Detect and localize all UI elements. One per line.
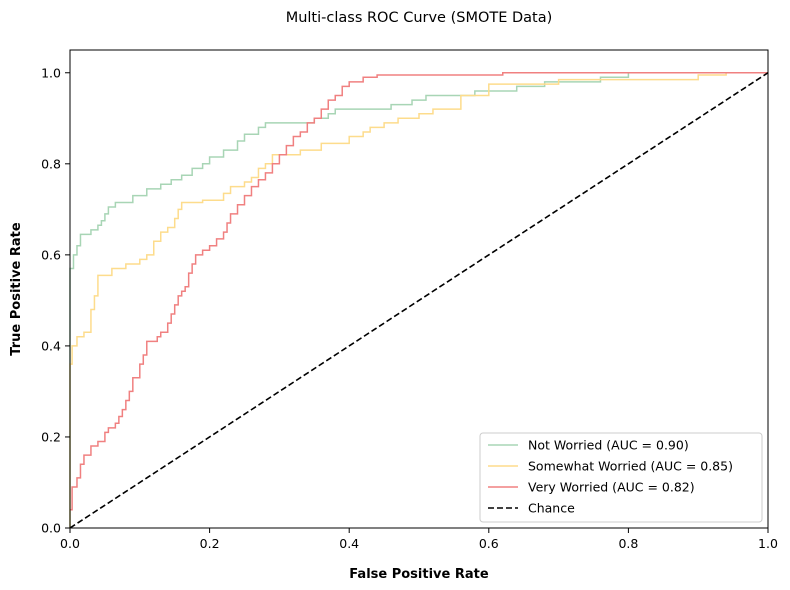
legend-label-3: Chance xyxy=(528,501,575,516)
series-line-1 xyxy=(69,72,768,528)
chart-title: Multi-class ROC Curve (SMOTE Data) xyxy=(286,10,553,26)
legend-label-1: Somewhat Worried (AUC = 0.85) xyxy=(528,459,733,474)
plot-area xyxy=(69,49,769,529)
y-tick-label: 0.8 xyxy=(41,156,61,171)
y-tick-label: 0.6 xyxy=(41,247,61,262)
x-tick-label: 0.4 xyxy=(339,536,359,551)
series-line-0 xyxy=(69,72,768,528)
legend-box xyxy=(479,432,763,523)
legend-label-0: Not Worried (AUC = 0.90) xyxy=(528,438,689,453)
series-line-3 xyxy=(69,72,769,529)
x-tick-label: 0.6 xyxy=(479,536,499,551)
x-tick-label: 0.0 xyxy=(60,536,80,551)
series-line-2 xyxy=(70,72,768,511)
y-tick-label: 0.4 xyxy=(41,338,61,353)
legend: Not Worried (AUC = 0.90) Somewhat Worried… xyxy=(479,432,763,523)
series-layer xyxy=(69,72,769,529)
x-tick-label: 0.2 xyxy=(200,536,220,551)
plot-frame xyxy=(69,49,769,529)
x-axis-label: False Positive Rate xyxy=(349,567,489,582)
y-tick-label: 0.2 xyxy=(41,429,61,444)
y-tick-label: 1.0 xyxy=(41,65,61,80)
y-tick-label: 0.0 xyxy=(41,521,61,536)
x-axis-ticks: 0.0 0.2 0.4 0.6 0.8 1.0 xyxy=(60,528,778,551)
x-tick-label: 0.8 xyxy=(618,536,638,551)
x-tick-label: 1.0 xyxy=(758,536,778,551)
y-axis-ticks: 0.0 0.2 0.4 0.6 0.8 1.0 xyxy=(41,65,70,536)
y-axis-label: True Positive Rate xyxy=(9,222,24,356)
legend-label-2: Very Worried (AUC = 0.82) xyxy=(528,480,695,495)
